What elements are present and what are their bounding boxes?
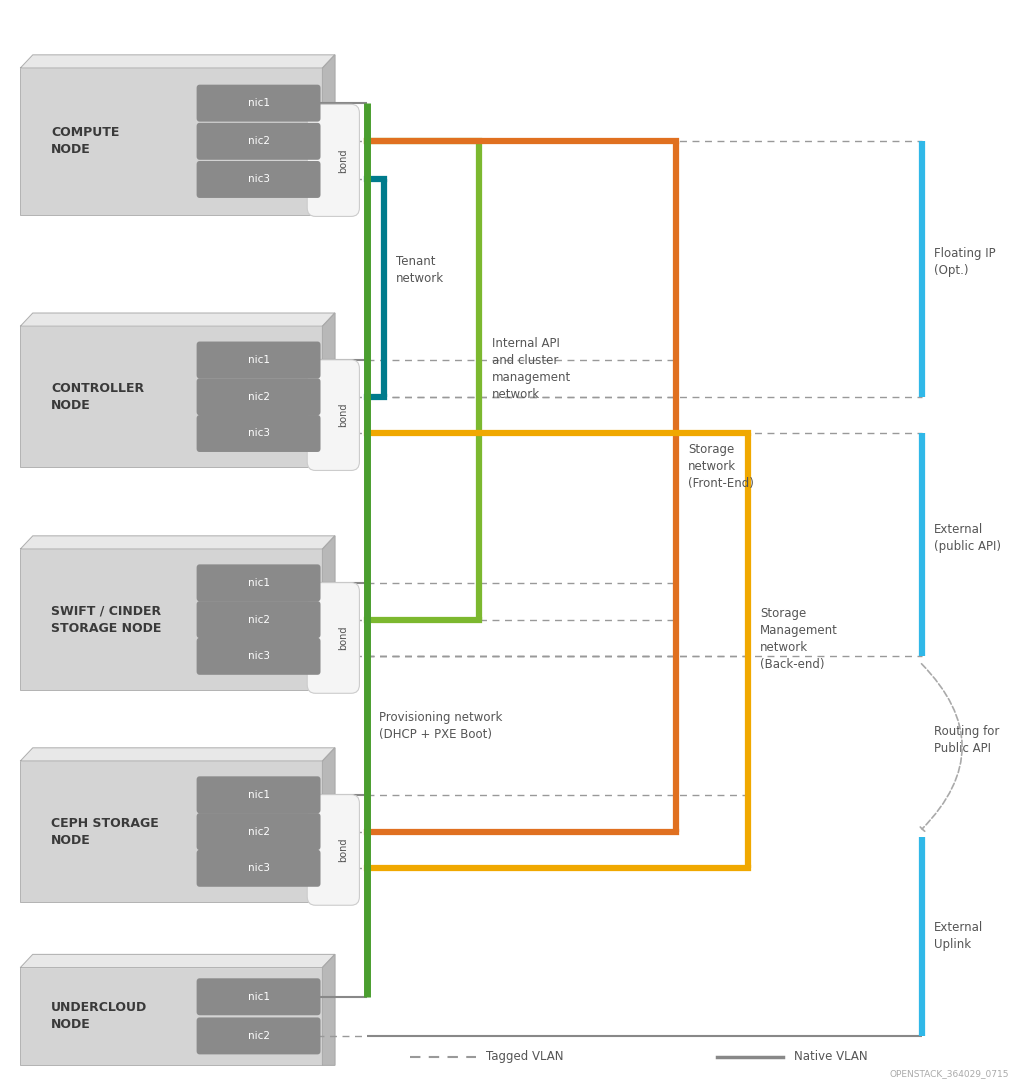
FancyBboxPatch shape: [197, 85, 321, 122]
Text: Floating IP
(Opt.): Floating IP (Opt.): [934, 248, 995, 277]
Bar: [20, 67, 323, 215]
FancyBboxPatch shape: [307, 583, 359, 694]
FancyBboxPatch shape: [197, 161, 321, 198]
FancyBboxPatch shape: [197, 378, 321, 415]
Text: CEPH STORAGE
NODE: CEPH STORAGE NODE: [51, 816, 159, 847]
FancyBboxPatch shape: [197, 341, 321, 378]
Polygon shape: [323, 536, 335, 690]
FancyBboxPatch shape: [307, 104, 359, 216]
Text: External
Uplink: External Uplink: [934, 922, 983, 951]
Polygon shape: [323, 54, 335, 215]
Polygon shape: [20, 54, 335, 67]
FancyBboxPatch shape: [197, 638, 321, 675]
Polygon shape: [20, 313, 335, 326]
Text: nic1: nic1: [248, 355, 269, 365]
FancyBboxPatch shape: [197, 123, 321, 160]
Text: Tagged VLAN: Tagged VLAN: [486, 1050, 564, 1063]
FancyBboxPatch shape: [197, 1017, 321, 1054]
Bar: [20, 549, 323, 690]
FancyBboxPatch shape: [197, 601, 321, 638]
Text: Provisioning network
(DHCP + PXE Boot): Provisioning network (DHCP + PXE Boot): [379, 711, 502, 740]
Text: nic2: nic2: [248, 614, 269, 625]
Text: nic2: nic2: [248, 391, 269, 402]
Text: bond: bond: [338, 148, 348, 173]
Polygon shape: [20, 748, 335, 761]
Text: nic3: nic3: [248, 651, 269, 661]
Text: OPENSTACK_364029_0715: OPENSTACK_364029_0715: [889, 1070, 1009, 1078]
Text: bond: bond: [338, 838, 348, 862]
Text: UNDERCLOUD
NODE: UNDERCLOUD NODE: [51, 1001, 147, 1032]
Text: nic1: nic1: [248, 98, 269, 108]
Text: nic3: nic3: [248, 175, 269, 185]
Text: Storage
Management
network
(Back-end): Storage Management network (Back-end): [760, 608, 838, 672]
Text: bond: bond: [338, 403, 348, 427]
Text: Storage
network
(Front-End): Storage network (Front-End): [688, 443, 754, 490]
Text: Internal API
and cluster
management
network: Internal API and cluster management netw…: [492, 337, 570, 401]
FancyBboxPatch shape: [197, 564, 321, 601]
FancyBboxPatch shape: [197, 813, 321, 850]
Text: nic2: nic2: [248, 136, 269, 147]
Text: Tenant
network: Tenant network: [396, 255, 444, 286]
Text: bond: bond: [338, 626, 348, 650]
Bar: [20, 967, 323, 1065]
Polygon shape: [323, 954, 335, 1065]
FancyBboxPatch shape: [307, 360, 359, 471]
Text: COMPUTE
NODE: COMPUTE NODE: [51, 126, 120, 157]
Text: nic2: nic2: [248, 826, 269, 837]
Text: nic1: nic1: [248, 991, 269, 1002]
Text: Routing for
Public API: Routing for Public API: [934, 725, 999, 754]
Polygon shape: [20, 536, 335, 549]
FancyBboxPatch shape: [197, 850, 321, 887]
Polygon shape: [323, 313, 335, 467]
Text: nic3: nic3: [248, 863, 269, 873]
Polygon shape: [20, 954, 335, 967]
Text: Native VLAN: Native VLAN: [794, 1050, 867, 1063]
FancyBboxPatch shape: [307, 795, 359, 905]
Text: nic2: nic2: [248, 1030, 269, 1041]
Text: nic3: nic3: [248, 428, 269, 438]
Bar: [20, 326, 323, 467]
Text: nic1: nic1: [248, 578, 269, 588]
FancyBboxPatch shape: [197, 776, 321, 813]
Polygon shape: [323, 748, 335, 902]
Bar: [20, 761, 323, 902]
FancyBboxPatch shape: [197, 978, 321, 1015]
Text: SWIFT / CINDER
STORAGE NODE: SWIFT / CINDER STORAGE NODE: [51, 604, 162, 635]
Text: External
(public API): External (public API): [934, 523, 1000, 553]
FancyBboxPatch shape: [197, 415, 321, 452]
Text: nic1: nic1: [248, 790, 269, 800]
Text: CONTROLLER
NODE: CONTROLLER NODE: [51, 382, 144, 412]
